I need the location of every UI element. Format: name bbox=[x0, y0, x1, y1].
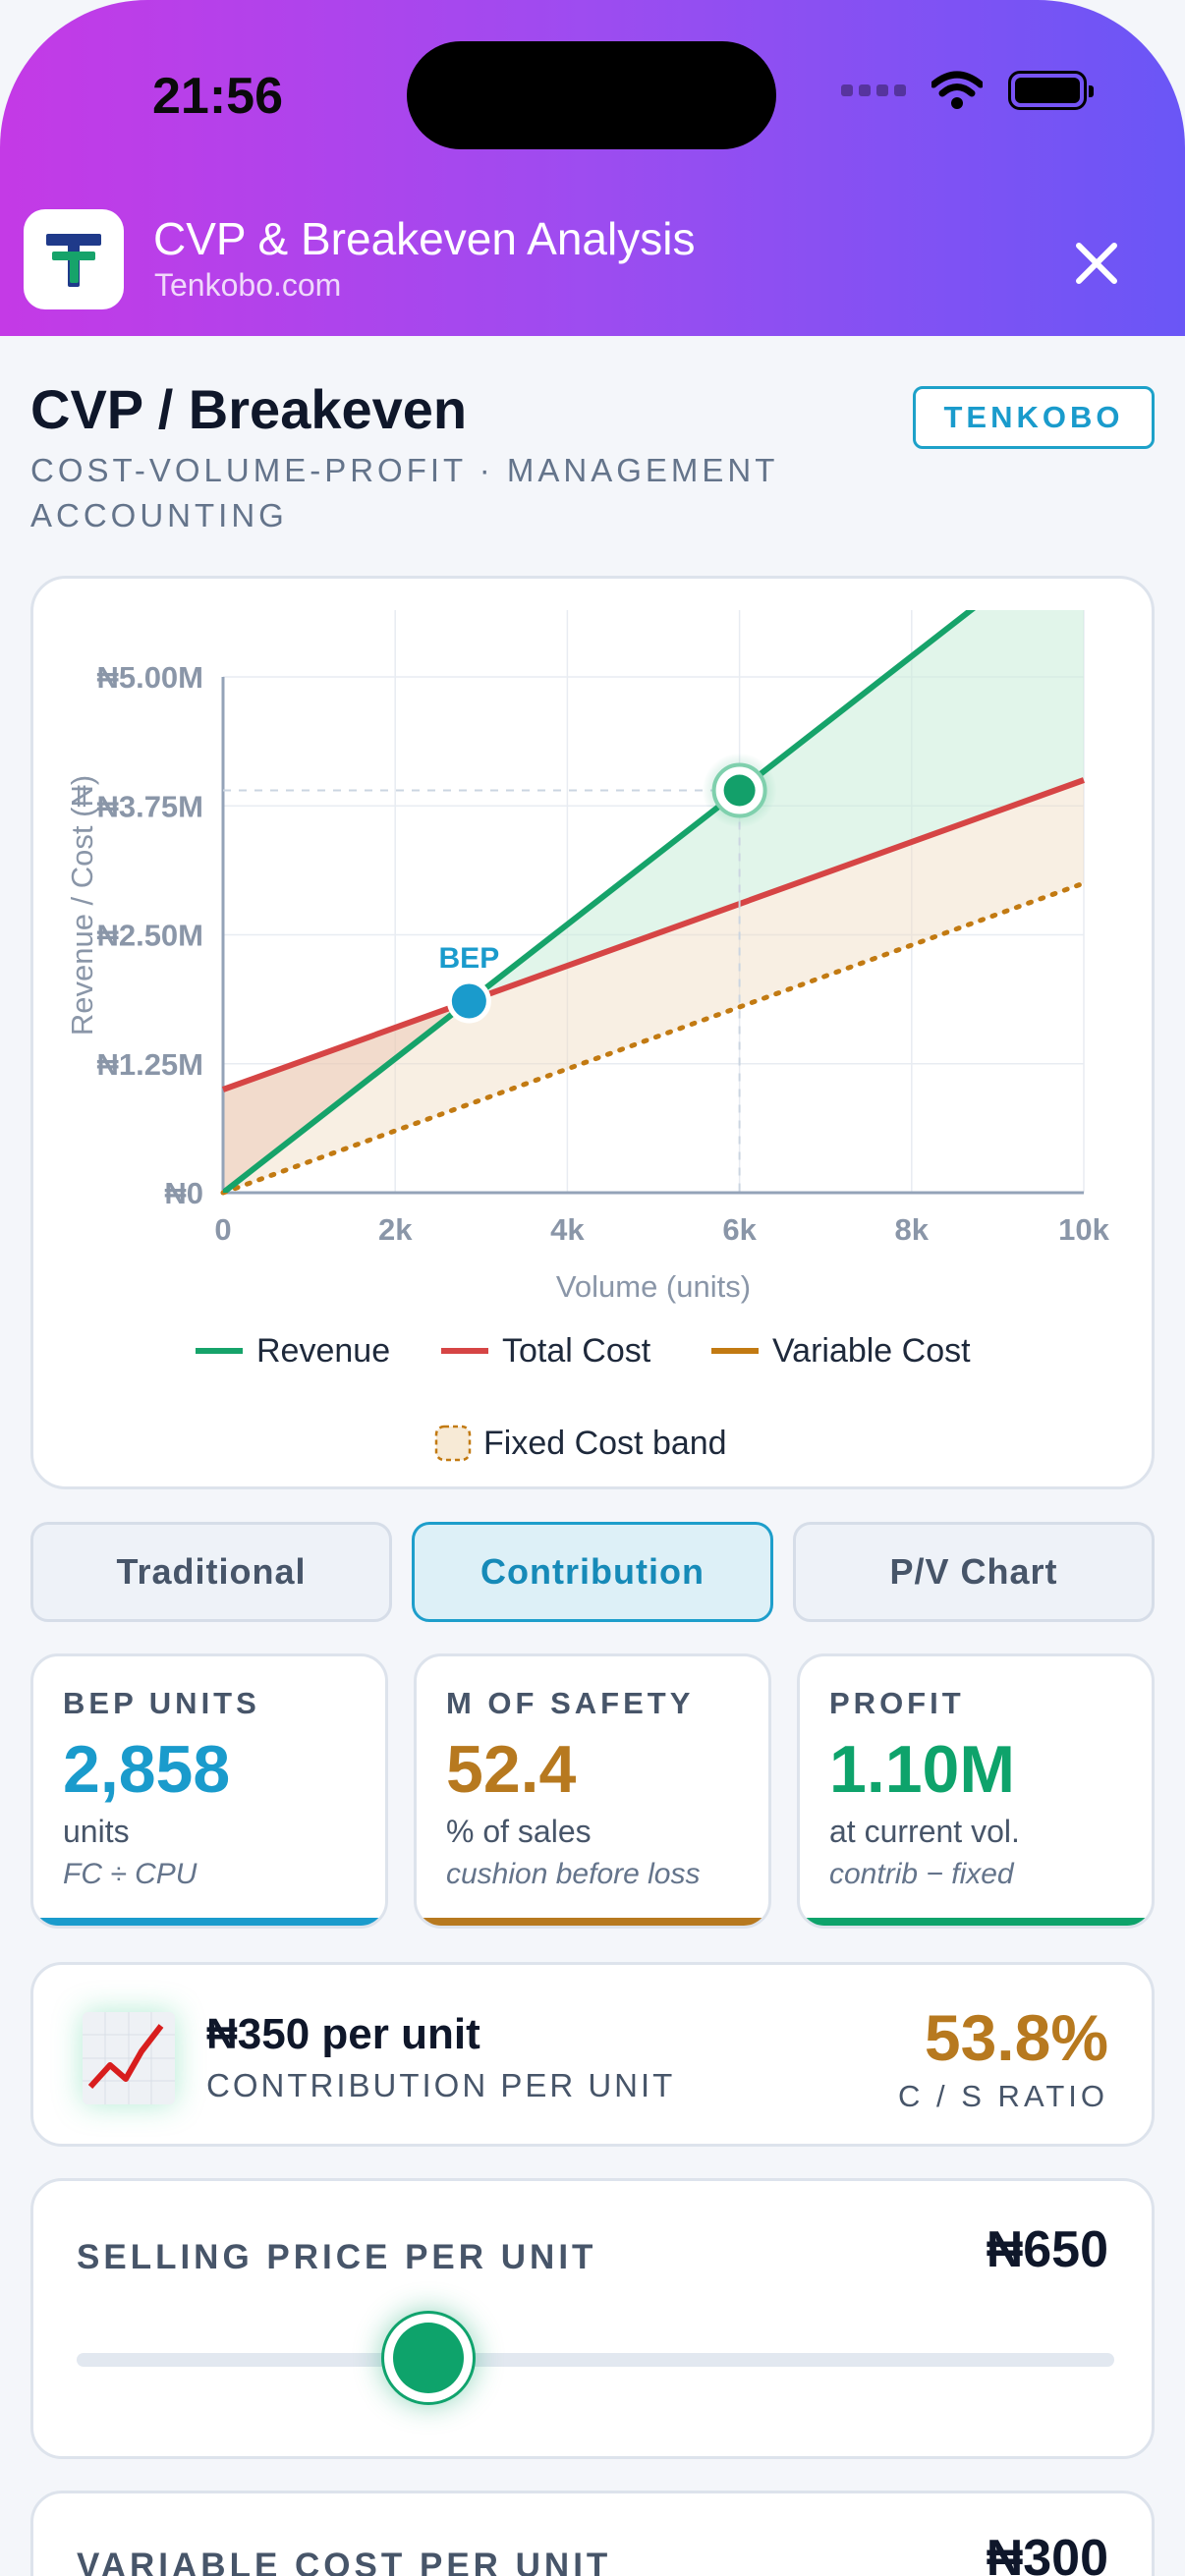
slider-value: ₦300 bbox=[986, 2530, 1108, 2576]
cs-ratio-label: C / S RATIO bbox=[898, 2079, 1108, 2113]
stat-note: FC ÷ CPU bbox=[63, 1858, 198, 1890]
cs-ratio-value: 53.8% bbox=[924, 2001, 1108, 2074]
brand-badge[interactable]: TENKOBO bbox=[913, 386, 1155, 449]
tab-contribution[interactable]: Contribution bbox=[412, 1522, 773, 1622]
stat-value: 2,858 bbox=[63, 1732, 231, 1807]
slider-value: ₦650 bbox=[986, 2221, 1108, 2278]
battery-icon bbox=[1008, 71, 1094, 110]
profit-region bbox=[469, 610, 1084, 1001]
selling-price-slider-track[interactable] bbox=[77, 2353, 1114, 2367]
cvp-chart-card: BEP 0 2k 4k 6k 8k 10k ₦0 ₦1.25M ₦2.50M ₦3.75M ₦5.00… bbox=[30, 576, 1155, 1489]
stat-note: cushion before loss bbox=[446, 1858, 701, 1890]
contribution-per-unit-value: ₦350 per unit bbox=[206, 2010, 480, 2058]
bep-point bbox=[446, 979, 491, 1024]
current-volume-point bbox=[723, 774, 756, 807]
x-tick-label: 4k bbox=[550, 1212, 585, 1247]
y-tick-label: ₦2.50M bbox=[96, 919, 203, 953]
y-tick-label: ₦5.00M bbox=[96, 660, 203, 695]
x-tick-label: 10k bbox=[1058, 1212, 1109, 1247]
stat-card-bep-units: BEP UNITS 2,858 units FC ÷ CPU bbox=[30, 1653, 388, 1929]
cvp-chart: BEP 0 2k 4k 6k 8k 10k ₦0 ₦1.25M ₦2.50M ₦3.75M ₦5.00… bbox=[65, 610, 1110, 1462]
tab-traditional[interactable]: Traditional bbox=[30, 1522, 392, 1622]
selling-price-slider-card: SELLING PRICE PER UNIT ₦650 bbox=[30, 2178, 1155, 2459]
status-time: 21:56 bbox=[152, 68, 283, 125]
bep-label: BEP bbox=[439, 942, 500, 975]
legend-label: Revenue bbox=[256, 1332, 390, 1370]
stat-accent-bar bbox=[417, 1918, 768, 1926]
status-icons bbox=[841, 71, 1094, 110]
stat-accent-bar bbox=[33, 1918, 385, 1926]
stat-unit: % of sales bbox=[446, 1814, 592, 1849]
stat-value: 52.4 bbox=[446, 1732, 577, 1807]
tenkobo-logo bbox=[24, 209, 124, 309]
dynamic-island bbox=[407, 41, 776, 149]
legend-label: Variable Cost bbox=[772, 1332, 971, 1370]
series-revenue bbox=[223, 610, 977, 1193]
header-title: CVP & Breakeven Analysis bbox=[153, 213, 696, 264]
x-tick-label: 8k bbox=[895, 1212, 930, 1247]
page-title: CVP / Breakeven bbox=[30, 378, 468, 440]
tab-pv-chart[interactable]: P/V Chart bbox=[793, 1522, 1155, 1622]
stat-unit: units bbox=[63, 1814, 130, 1849]
slider-label: VARIABLE COST PER UNIT bbox=[77, 2547, 612, 2576]
slider-label: SELLING PRICE PER UNIT bbox=[77, 2238, 597, 2276]
stat-label: BEP UNITS bbox=[63, 1686, 260, 1720]
fixed-cost-band bbox=[223, 780, 1084, 1193]
signal-icon bbox=[841, 84, 906, 96]
y-tick-label: ₦1.25M bbox=[96, 1047, 203, 1082]
stat-label: M OF SAFETY bbox=[446, 1686, 695, 1720]
x-tick-label: 6k bbox=[722, 1212, 757, 1247]
x-tick-label: 2k bbox=[378, 1212, 413, 1247]
x-tick-label: 0 bbox=[214, 1212, 231, 1247]
contribution-card: ₦350 per unit CONTRIBUTION PER UNIT 53.8… bbox=[30, 1962, 1155, 2147]
stat-card-margin-of-safety: M OF SAFETY 52.4 % of sales cushion befo… bbox=[414, 1653, 771, 1929]
x-axis-label: Volume (units) bbox=[556, 1269, 751, 1304]
stat-card-profit: PROFIT 1.10M at current vol. contrib − f… bbox=[797, 1653, 1155, 1929]
y-tick-label: ₦3.75M bbox=[96, 789, 203, 823]
selling-price-slider-thumb[interactable] bbox=[381, 2311, 477, 2405]
stat-note: contrib − fixed bbox=[829, 1858, 1014, 1890]
stat-label: PROFIT bbox=[829, 1686, 965, 1720]
series-total-cost bbox=[221, 777, 1086, 1092]
legend-label: Total Cost bbox=[502, 1332, 651, 1370]
legend-swatch-band bbox=[434, 1425, 472, 1462]
page-subtitle: COST-VOLUME-PROFIT · MANAGEMENT ACCOUNTI… bbox=[30, 452, 778, 533]
y-axis-label: Revenue / Cost (₦) bbox=[65, 775, 99, 1036]
legend-label: Fixed Cost band bbox=[483, 1425, 727, 1462]
stat-accent-bar bbox=[800, 1918, 1152, 1926]
contribution-per-unit-label: CONTRIBUTION PER UNIT bbox=[206, 2067, 676, 2103]
wifi-icon bbox=[931, 71, 983, 109]
variable-cost-slider-card: VARIABLE COST PER UNIT ₦300 bbox=[30, 2491, 1155, 2576]
chart-increasing-icon bbox=[83, 2012, 175, 2104]
close-icon[interactable] bbox=[1069, 236, 1124, 291]
y-tick-label: ₦0 bbox=[164, 1176, 203, 1210]
header-site: Tenkobo.com bbox=[154, 267, 342, 303]
logo-icon bbox=[46, 234, 101, 287]
series-variable-cost bbox=[220, 880, 1087, 1196]
stat-value: 1.10M bbox=[829, 1732, 1015, 1807]
stat-unit: at current vol. bbox=[829, 1814, 1020, 1849]
